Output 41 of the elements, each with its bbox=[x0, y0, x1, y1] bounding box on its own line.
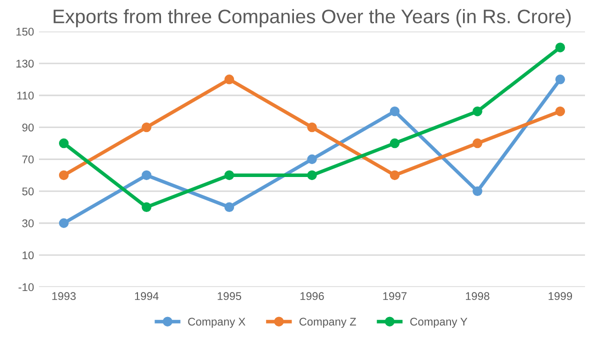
legend-label: Company X bbox=[188, 318, 246, 328]
point bbox=[142, 122, 152, 132]
point bbox=[307, 122, 317, 132]
point bbox=[555, 42, 566, 52]
point bbox=[142, 202, 152, 212]
y-tick-label: -10 bbox=[18, 283, 34, 292]
point bbox=[224, 170, 234, 180]
y-tick-label: 10 bbox=[22, 251, 34, 260]
x-tick-label: 1993 bbox=[52, 292, 76, 300]
y-tick-label: 30 bbox=[22, 219, 34, 228]
x-tick-label: 1999 bbox=[548, 292, 572, 300]
x-tick-label: 1996 bbox=[300, 292, 324, 300]
point bbox=[142, 170, 152, 180]
point bbox=[224, 202, 234, 212]
point bbox=[58, 170, 69, 180]
point bbox=[472, 138, 482, 148]
y-tick-label: 130 bbox=[16, 60, 34, 68]
point bbox=[224, 74, 234, 84]
y-tick-label: 50 bbox=[22, 187, 34, 196]
x-tick-label: 1997 bbox=[383, 292, 407, 300]
y-tick-label: 110 bbox=[17, 92, 34, 100]
chart-title: Exports from three Companies Over the Years (in Rs. Crore) bbox=[54, 9, 571, 28]
legend-label: Company Z bbox=[300, 318, 356, 328]
x-tick-label: 1994 bbox=[135, 292, 159, 300]
y-tick-label: 70 bbox=[22, 156, 34, 164]
point bbox=[58, 138, 69, 148]
point bbox=[390, 138, 400, 148]
y-tick-label: 150 bbox=[16, 28, 34, 36]
point bbox=[555, 74, 566, 84]
point bbox=[58, 218, 69, 228]
point bbox=[307, 154, 317, 164]
point bbox=[472, 186, 482, 196]
x-tick-label: 1998 bbox=[466, 292, 490, 300]
point bbox=[390, 170, 400, 180]
y-tick-label: 90 bbox=[22, 124, 34, 132]
point bbox=[390, 106, 400, 116]
point bbox=[472, 106, 482, 116]
point bbox=[307, 170, 317, 180]
point bbox=[555, 106, 566, 116]
legend-label: Company Y bbox=[410, 318, 468, 328]
x-tick-label: 1995 bbox=[218, 292, 242, 300]
